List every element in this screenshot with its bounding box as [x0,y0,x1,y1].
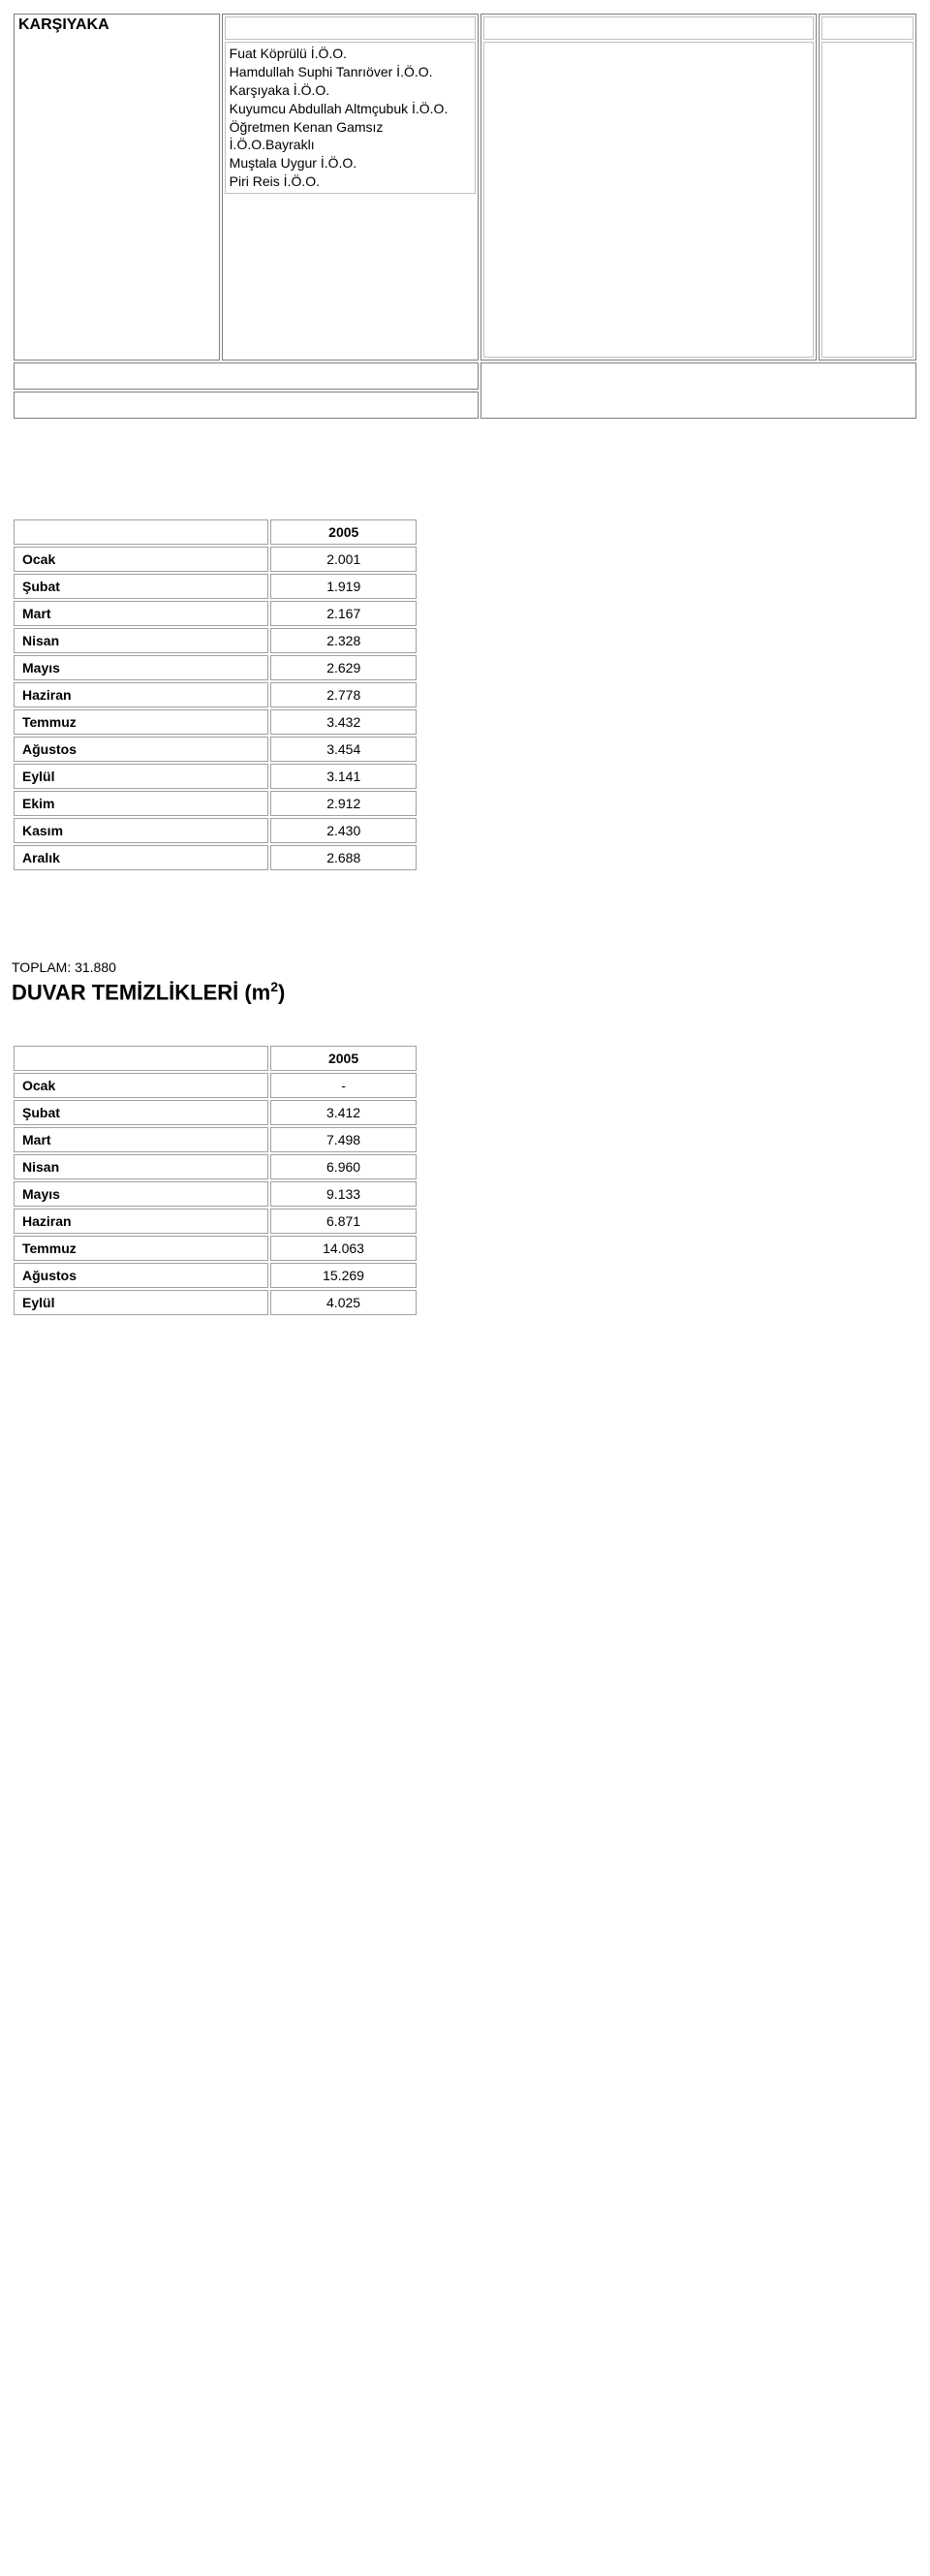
table-row: Ağustos15.269 [14,1263,417,1288]
monthly-table-1: 2005 Ocak2.001Şubat1.919Mart2.167Nisan2.… [12,518,418,872]
year-header-2: 2005 [270,1046,417,1071]
table-row: Eylül4.025 [14,1290,417,1315]
month-cell: Haziran [14,1209,268,1234]
top-compound-table: KARŞIYAKA Fuat Köprülü İ.Ö.O.Hamdullah S… [12,12,918,421]
month-cell: Şubat [14,1100,268,1125]
monthly-table-2: 2005 Ocak-Şubat3.412Mart7.498Nisan6.960M… [12,1044,418,1317]
table-row: Haziran6.871 [14,1209,417,1234]
table-row: Mayıs9.133 [14,1181,417,1207]
value-cell: 2.328 [270,628,417,653]
table-row: Aralık2.688 [14,845,417,870]
school-entry: Hamdullah Suphi Tanrıöver İ.Ö.O. [230,63,471,81]
value-cell: 2.629 [270,655,417,680]
value-cell: 14.063 [270,1236,417,1261]
month-cell: Eylül [14,1290,268,1315]
district-heading: KARŞIYAKA [14,14,220,361]
value-cell: 2.001 [270,547,417,572]
table-row: Ağustos3.454 [14,737,417,762]
value-cell: 15.269 [270,1263,417,1288]
value-cell: 9.133 [270,1181,417,1207]
table-row: Eylül3.141 [14,764,417,789]
value-cell: 2.688 [270,845,417,870]
value-cell: 7.498 [270,1127,417,1152]
year-header-1: 2005 [270,519,417,545]
month-cell: Mayıs [14,1181,268,1207]
value-cell: 3.454 [270,737,417,762]
table-row: Temmuz3.432 [14,709,417,735]
school-entry: Muştala Uygur İ.Ö.O. [230,154,471,173]
value-cell: - [270,1073,417,1098]
total-label: TOPLAM: 31.880 [12,959,918,975]
value-cell: 3.432 [270,709,417,735]
table-row: Nisan6.960 [14,1154,417,1179]
month-cell: Temmuz [14,709,268,735]
table-row: Nisan2.328 [14,628,417,653]
month-cell: Ocak [14,547,268,572]
table-row: Mart2.167 [14,601,417,626]
value-cell: 6.871 [270,1209,417,1234]
school-entry: Piri Reis İ.Ö.O. [230,173,471,191]
school-entry: Kuyumcu Abdullah Altmçubuk İ.Ö.O. [230,100,471,118]
table-row: Ocak- [14,1073,417,1098]
table-row: Kasım2.430 [14,818,417,843]
table-row: Temmuz14.063 [14,1236,417,1261]
table-row: Haziran2.778 [14,682,417,707]
value-cell: 2.778 [270,682,417,707]
month-cell: Mayıs [14,655,268,680]
school-entry: Karşıyaka İ.Ö.O. [230,81,471,100]
section-title: DUVAR TEMİZLİKLERİ (m2) [12,979,918,1005]
month-cell: Eylül [14,764,268,789]
table-row: Şubat3.412 [14,1100,417,1125]
value-cell: 2.912 [270,791,417,816]
schools-list: Fuat Köprülü İ.Ö.O.Hamdullah Suphi Tanrı… [230,45,471,191]
value-cell: 3.412 [270,1100,417,1125]
month-cell: Ağustos [14,1263,268,1288]
month-cell: Ocak [14,1073,268,1098]
value-cell: 4.025 [270,1290,417,1315]
value-cell: 1.919 [270,574,417,599]
month-cell: Haziran [14,682,268,707]
school-entry: Öğretmen Kenan Gamsız İ.Ö.O.Bayraklı [230,118,471,155]
table-row: Mayıs2.629 [14,655,417,680]
month-cell: Nisan [14,628,268,653]
school-entry: Fuat Köprülü İ.Ö.O. [230,45,471,63]
month-cell: Kasım [14,818,268,843]
value-cell: 2.430 [270,818,417,843]
month-cell: Aralık [14,845,268,870]
value-cell: 6.960 [270,1154,417,1179]
table-row: Ekim2.912 [14,791,417,816]
table-row: Şubat1.919 [14,574,417,599]
month-cell: Mart [14,1127,268,1152]
table-row: Ocak2.001 [14,547,417,572]
value-cell: 3.141 [270,764,417,789]
month-cell: Mart [14,601,268,626]
month-cell: Temmuz [14,1236,268,1261]
month-cell: Ekim [14,791,268,816]
month-cell: Ağustos [14,737,268,762]
month-cell: Şubat [14,574,268,599]
table-row: Mart7.498 [14,1127,417,1152]
month-cell: Nisan [14,1154,268,1179]
value-cell: 2.167 [270,601,417,626]
